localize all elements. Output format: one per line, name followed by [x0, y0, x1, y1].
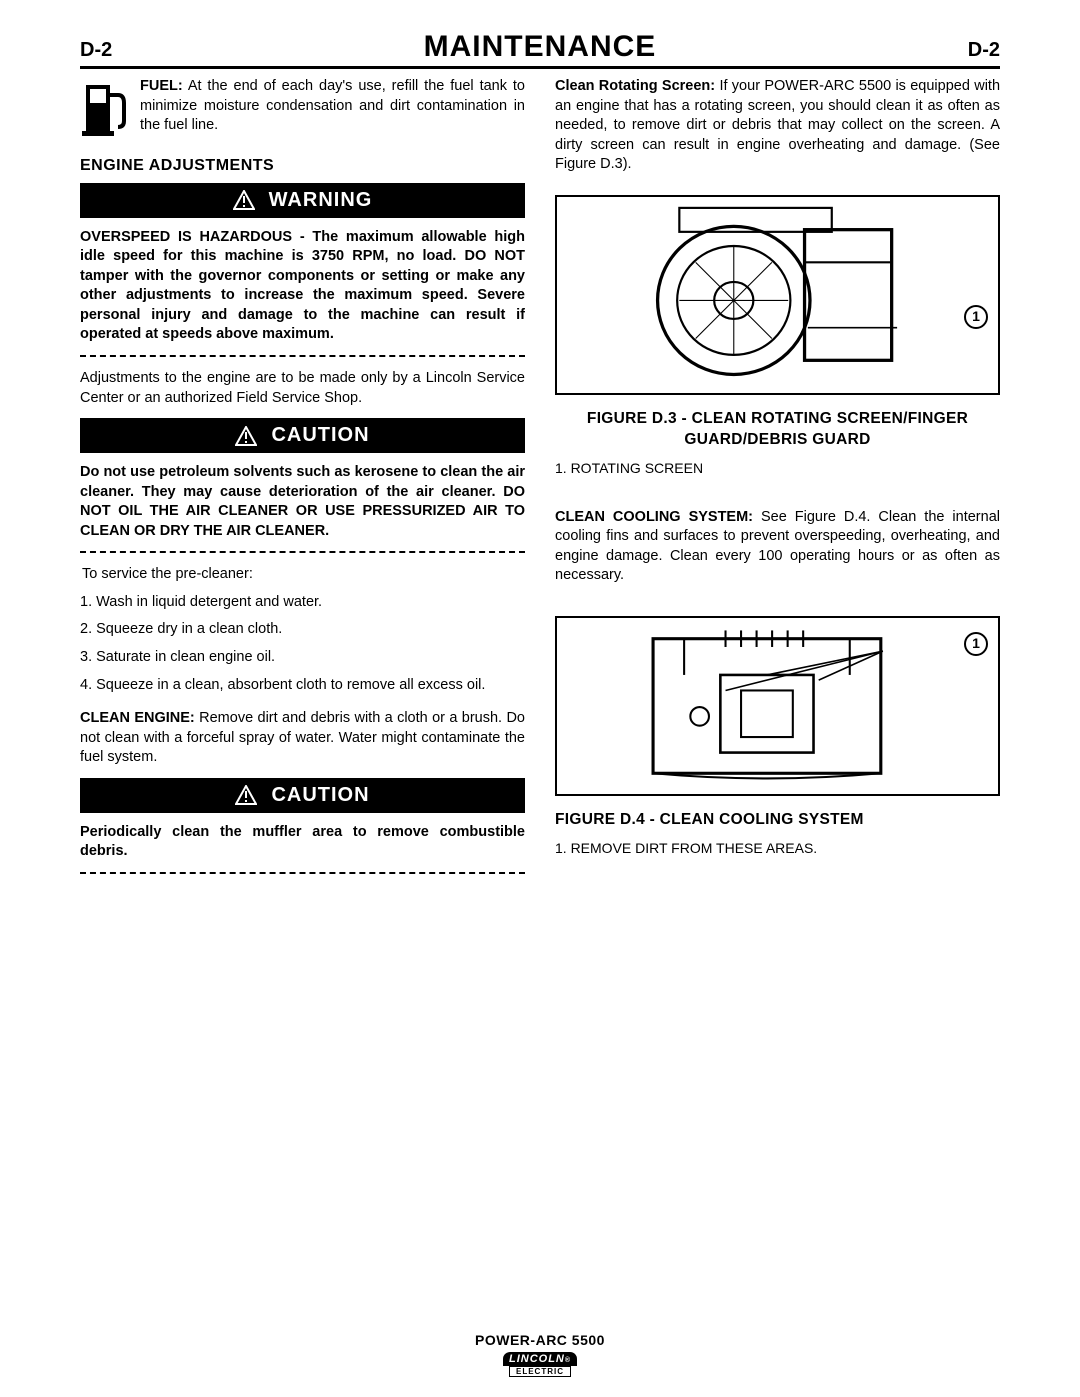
list-item: 2. Squeeze dry in a clean cloth. — [80, 620, 525, 640]
warning-triangle-icon — [235, 785, 257, 805]
warning-bar: WARNING — [80, 183, 525, 218]
clean-rotating-para: Clean Rotating Screen: If your POWER-ARC… — [555, 77, 1000, 175]
adjustments-note: Adjustments to the engine are to be made… — [80, 369, 525, 408]
callout-1: 1 — [964, 632, 988, 656]
fuel-body: At the end of each day's use, refill the… — [140, 78, 525, 133]
fuel-text: FUEL: At the end of each day's use, refi… — [140, 77, 525, 137]
content-columns: FUEL: At the end of each day's use, refi… — [80, 77, 1000, 886]
clean-cooling-para: CLEAN COOLING SYSTEM: See Figure D.4. Cl… — [555, 508, 1000, 586]
warning-triangle-icon — [235, 426, 257, 446]
logo-top-text: LINCOLN® — [503, 1352, 577, 1366]
divider — [80, 872, 525, 874]
figure-d3-caption: FIGURE D.3 - CLEAN ROTATING SCREEN/FINGE… — [555, 409, 1000, 451]
page-header: D-2 MAINTENANCE D-2 — [80, 30, 1000, 69]
page-title: MAINTENANCE — [424, 30, 657, 64]
engine-illustration-icon — [614, 197, 941, 393]
warning-triangle-icon — [233, 190, 255, 210]
page-number-right: D-2 — [968, 39, 1000, 62]
precleaner-intro: To service the pre-cleaner: — [82, 565, 525, 585]
caution-bar-1: CAUTION — [80, 418, 525, 453]
engine-adjustments-heading: ENGINE ADJUSTMENTS — [80, 155, 525, 177]
cooling-system-illustration-icon — [622, 618, 933, 794]
figure-d4-legend: 1. REMOVE DIRT FROM THESE AREAS. — [555, 839, 1000, 858]
list-item: 4. Squeeze in a clean, absorbent cloth t… — [80, 676, 525, 696]
caution-1-text: Do not use petroleum solvents such as ke… — [80, 463, 525, 541]
warning-label: WARNING — [269, 187, 373, 214]
clean-cooling-label: CLEAN COOLING SYSTEM: — [555, 509, 753, 525]
caution-1-label: CAUTION — [271, 422, 369, 449]
caution-bar-2: CAUTION — [80, 778, 525, 813]
left-column: FUEL: At the end of each day's use, refi… — [80, 77, 525, 886]
clean-engine-para: CLEAN ENGINE: Remove dirt and debris wit… — [80, 709, 525, 768]
figure-d3: 1 — [555, 195, 1000, 395]
divider — [80, 355, 525, 357]
logo-bottom-text: ELECTRIC — [509, 1366, 571, 1377]
figure-d4-caption: FIGURE D.4 - CLEAN COOLING SYSTEM — [555, 810, 1000, 831]
list-item: 3. Saturate in clean engine oil. — [80, 648, 525, 668]
clean-rotating-label: Clean Rotating Screen: — [555, 78, 715, 94]
precleaner-steps: 1. Wash in liquid detergent and water. 2… — [80, 593, 525, 695]
figure-d3-legend: 1. ROTATING SCREEN — [555, 459, 1000, 478]
figure-d4: 1 — [555, 616, 1000, 796]
divider — [80, 551, 525, 553]
fuel-block: FUEL: At the end of each day's use, refi… — [80, 77, 525, 137]
fuel-pump-icon — [80, 77, 130, 137]
page-number-left: D-2 — [80, 39, 112, 62]
caution-2-label: CAUTION — [271, 782, 369, 809]
right-column: Clean Rotating Screen: If your POWER-ARC… — [555, 77, 1000, 886]
callout-1: 1 — [964, 305, 988, 329]
clean-engine-label: CLEAN ENGINE: — [80, 710, 195, 726]
page-footer: POWER-ARC 5500 LINCOLN® ELECTRIC — [0, 1332, 1080, 1377]
lincoln-logo-icon: LINCOLN® ELECTRIC — [503, 1352, 577, 1377]
muffler-caution-text: Periodically clean the muffler area to r… — [80, 823, 525, 862]
list-item: 1. Wash in liquid detergent and water. — [80, 593, 525, 613]
overspeed-warning-text: OVERSPEED IS HAZARDOUS - The maximum all… — [80, 228, 525, 345]
fuel-label: FUEL: — [140, 78, 183, 94]
footer-model: POWER-ARC 5500 — [0, 1332, 1080, 1348]
